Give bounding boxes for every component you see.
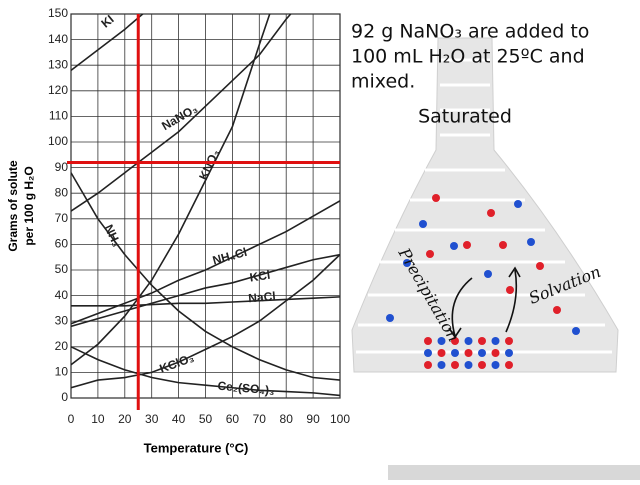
x-tick-label: 20 [118, 412, 132, 426]
x-tick-label: 0 [68, 412, 75, 426]
particle [424, 337, 432, 345]
particle [437, 361, 446, 369]
x-tick-label: 10 [91, 412, 105, 426]
x-tick-label: 30 [145, 412, 159, 426]
x-tick-label: 40 [172, 412, 186, 426]
solubility-curve [71, 14, 271, 366]
x-axis-label: Temperature (°C) [144, 440, 249, 455]
y-tick-label: 70 [55, 211, 69, 225]
particle [505, 361, 513, 369]
plot-area [70, 13, 341, 399]
solubility-curve [71, 172, 340, 381]
particle [437, 337, 446, 345]
problem-line: 92 g NaNO₃ are added to [351, 21, 589, 43]
particle [451, 337, 459, 345]
solubility-curve [71, 14, 292, 212]
x-tick-label: 80 [280, 412, 294, 426]
solubility-curve [71, 346, 340, 397]
problem-line: 100 mL H₂O at 25ºC and [351, 46, 585, 68]
particle [437, 349, 446, 357]
y-tick-label: 40 [55, 288, 69, 302]
curve-label: NaCl [248, 289, 276, 305]
x-tick-label: 100 [330, 412, 350, 426]
y-tick-label: 110 [49, 109, 68, 123]
particle [478, 349, 486, 357]
precipitate [424, 337, 513, 369]
x-tick-label: 90 [306, 412, 320, 426]
bottom-bar [388, 465, 640, 480]
state-label: Saturated [418, 106, 512, 128]
particle [451, 361, 459, 369]
curves [71, 14, 340, 397]
solubility-curve [71, 253, 340, 328]
particle [464, 349, 473, 357]
curve-label: KCl [249, 268, 271, 285]
y-tick-label: 130 [48, 57, 68, 71]
y-tick-label: 90 [55, 160, 69, 174]
particle [478, 337, 486, 345]
particle [451, 349, 459, 357]
y-tick-label: 100 [48, 134, 68, 148]
particle [491, 337, 500, 345]
y-tick-label: 150 [48, 6, 68, 20]
y-tick-label: 20 [55, 339, 69, 353]
y-tick-label: 60 [55, 237, 69, 251]
particle [505, 349, 513, 357]
particle [505, 337, 513, 345]
particle [478, 361, 486, 369]
particle [464, 337, 473, 345]
solubility-curve [71, 254, 340, 389]
particle [491, 349, 500, 357]
x-tick-label: 60 [226, 412, 240, 426]
y-tick-label: 10 [55, 365, 69, 379]
particle [424, 361, 432, 369]
y-tick-label: 120 [48, 83, 68, 97]
y-tick-label: 140 [48, 32, 68, 46]
curve-label: Ce₂(SO₄)₃ [217, 379, 275, 398]
x-tick-label: 50 [199, 412, 213, 426]
solubility-curve [71, 296, 340, 307]
solubility-curve [71, 200, 340, 325]
particles [386, 194, 580, 335]
particle [424, 349, 432, 357]
particle [491, 361, 500, 369]
y-axis-label: Grams of solute [6, 160, 20, 252]
problem-line: mixed. [351, 71, 415, 93]
particle [464, 361, 473, 369]
x-tick-label: 70 [253, 412, 267, 426]
y-tick-label: 50 [55, 262, 69, 276]
y-tick-label: 30 [55, 313, 69, 327]
arrows [448, 266, 521, 339]
y-tick-label: 80 [55, 185, 69, 199]
y-axis-label: per 100 g H₂O [22, 166, 36, 245]
solubility-curve [71, 14, 144, 71]
y-tick-label: 0 [61, 390, 68, 404]
